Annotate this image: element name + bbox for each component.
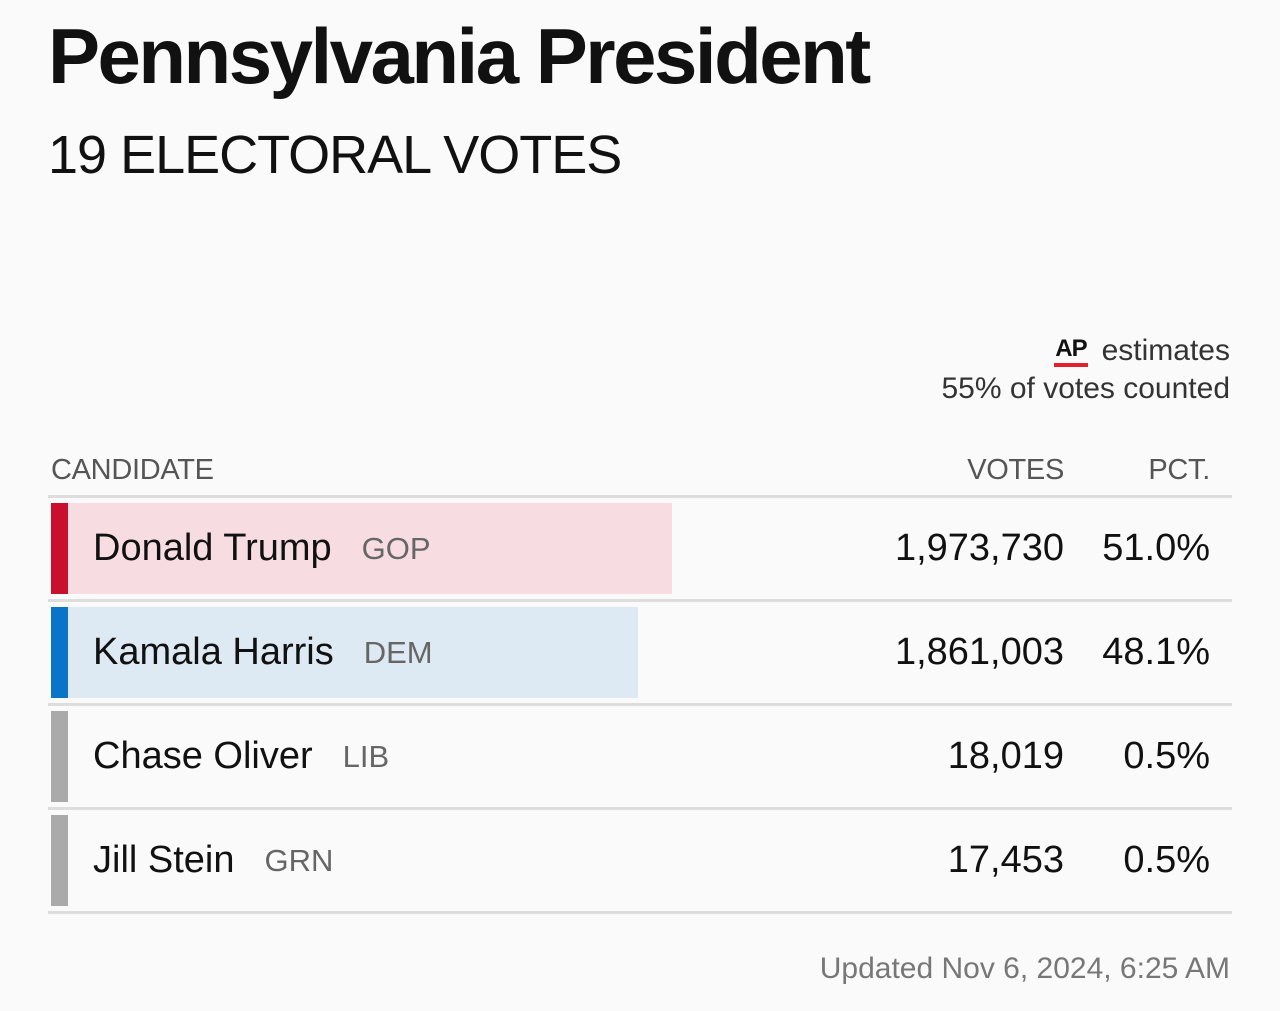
column-header-votes: VOTES: [967, 454, 1064, 486]
candidate-party: DEM: [363, 634, 433, 670]
estimates-label: estimates: [1101, 334, 1230, 367]
ap-logo-icon[interactable]: AP: [1054, 335, 1088, 367]
candidate-pct: 51.0%: [1102, 527, 1210, 569]
column-header-candidate: CANDIDATE: [51, 454, 214, 486]
candidate-votes: 1,973,730: [894, 527, 1064, 569]
party-color-marker: [51, 607, 68, 698]
candidate-party: GRN: [264, 842, 334, 878]
table-row: Donald Trump GOP 1,973,730 51.0%: [48, 498, 1232, 602]
party-color-marker: [51, 503, 68, 594]
candidate-party: GOP: [361, 530, 431, 566]
party-color-marker: [51, 711, 68, 802]
candidate-name: Jill Stein: [93, 839, 235, 881]
candidate-pct: 48.1%: [1102, 631, 1210, 673]
candidate-votes: 17,453: [947, 839, 1064, 881]
candidate-pct: 0.5%: [1123, 735, 1210, 777]
updated-timestamp: Updated Nov 6, 2024, 6:25 AM: [819, 952, 1230, 985]
ap-estimates: AP estimates 55% of votes counted: [941, 332, 1230, 408]
candidate-pct: 0.5%: [1123, 839, 1210, 881]
results-table: Donald Trump GOP 1,973,730 51.0% Kamala …: [48, 495, 1232, 914]
candidate-party: LIB: [342, 738, 390, 774]
candidate-votes: 1,861,003: [894, 631, 1064, 673]
page-title: Pennsylvania President: [48, 12, 871, 100]
vote-share-bar: [68, 607, 638, 698]
candidate-votes: 18,019: [947, 735, 1064, 777]
party-color-marker: [51, 815, 68, 906]
candidate-name: Donald Trump: [93, 527, 332, 569]
candidate-name: Chase Oliver: [93, 735, 313, 777]
table-row: Kamala Harris DEM 1,861,003 48.1%: [48, 602, 1232, 706]
vote-share-bar: [68, 503, 672, 594]
table-row: Jill Stein GRN 17,453 0.5%: [48, 810, 1232, 914]
column-header-pct: PCT.: [1148, 454, 1210, 486]
votes-counted-text: 55% of votes counted: [941, 372, 1230, 405]
table-row: Chase Oliver LIB 18,019 0.5%: [48, 706, 1232, 810]
electoral-votes-subtitle: 19 ELECTORAL VOTES: [48, 125, 622, 185]
candidate-name: Kamala Harris: [93, 631, 334, 673]
results-table-header: CANDIDATE VOTES PCT.: [51, 450, 1230, 492]
